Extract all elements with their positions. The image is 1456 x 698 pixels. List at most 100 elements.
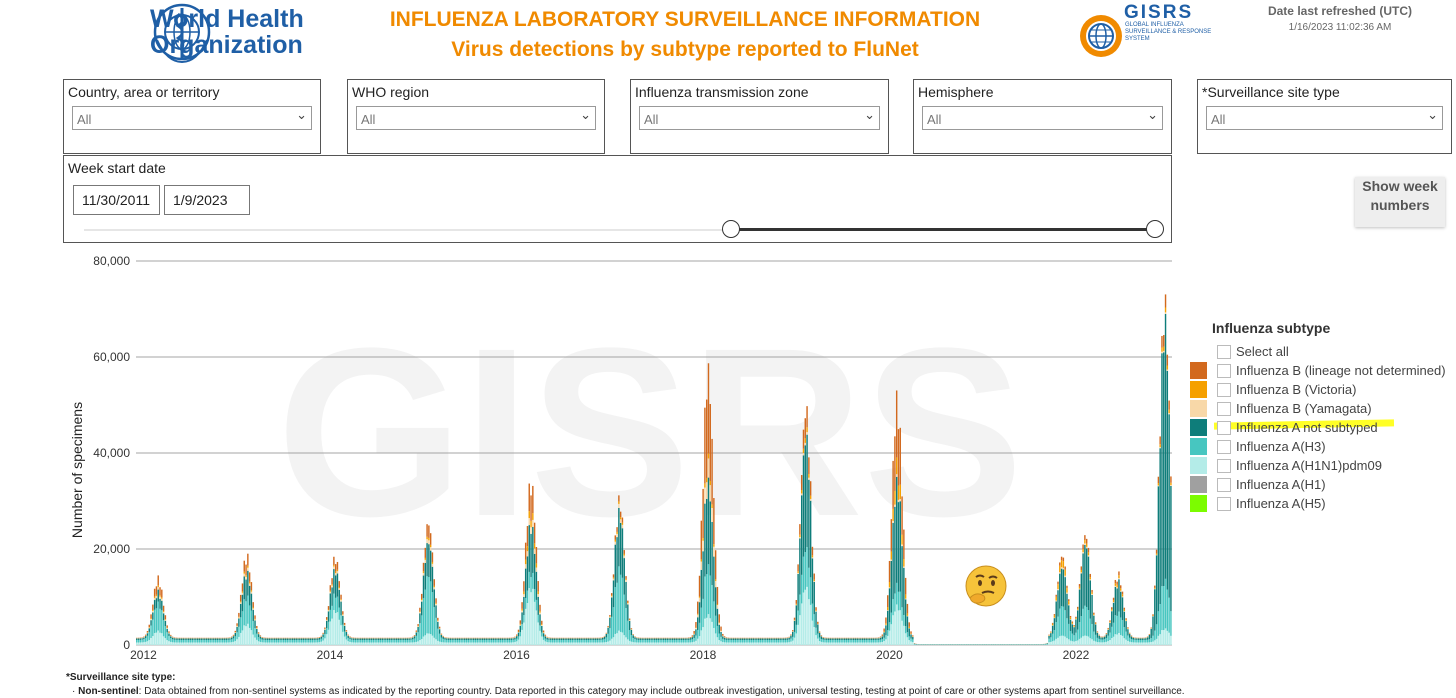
bar-segment	[1154, 640, 1156, 645]
footnote-text: · Non-sentinel: Data obtained from non-s…	[72, 686, 1185, 697]
bar-segment	[625, 581, 627, 609]
bar-segment	[557, 642, 559, 645]
bar-segment	[236, 626, 238, 627]
checkbox[interactable]	[1217, 421, 1231, 435]
bar-segment	[820, 641, 823, 645]
bar-segment	[239, 617, 242, 633]
transmission-zone-select[interactable]: All ⌄	[639, 106, 880, 130]
bar-segment	[204, 642, 206, 645]
bar-segment	[657, 639, 660, 643]
bar-segment	[524, 568, 527, 598]
bar-segment	[723, 639, 726, 643]
bar-segment	[478, 642, 480, 645]
bar-segment	[847, 642, 850, 645]
bar-segment	[888, 560, 891, 582]
bar-segment	[472, 638, 475, 640]
bar-segment	[528, 588, 530, 645]
bar-segment	[1091, 594, 1093, 625]
bar-segment	[580, 638, 582, 640]
bar-segment	[612, 574, 615, 578]
bar-segment	[388, 638, 391, 640]
bar-segment	[168, 641, 170, 645]
bar-segment	[621, 632, 624, 645]
bar-segment	[634, 637, 636, 640]
bar-segment	[912, 635, 914, 637]
bar-segment	[220, 639, 222, 643]
bar-segment	[238, 618, 240, 627]
bar-segment	[144, 634, 147, 636]
bar-segment	[1051, 622, 1054, 624]
checkbox[interactable]	[1217, 440, 1231, 454]
bar-segment	[1048, 638, 1050, 643]
bar-segment	[1050, 633, 1052, 638]
bar-segment	[609, 628, 611, 641]
bar-segment	[679, 642, 681, 645]
bar-segment	[236, 632, 238, 640]
bar-segment	[489, 639, 491, 643]
bar-segment	[334, 613, 337, 645]
show-week-numbers-button[interactable]: Show week numbers	[1355, 177, 1445, 227]
bar-segment	[716, 608, 719, 626]
bar-segment	[143, 637, 145, 640]
bar-segment	[239, 602, 242, 604]
bar-segment	[1170, 635, 1172, 645]
bar-segment	[420, 615, 423, 639]
bar-segment	[910, 641, 912, 645]
bar-segment	[806, 434, 808, 548]
bar-segment	[1143, 638, 1145, 640]
checkbox[interactable]	[1217, 497, 1231, 511]
checkbox[interactable]	[1217, 383, 1231, 397]
who-region-select[interactable]: All ⌄	[356, 106, 596, 130]
date-slider-range[interactable]	[730, 228, 1155, 231]
bar-segment	[1112, 622, 1115, 637]
slider-end-handle[interactable]	[1146, 220, 1164, 238]
bar-segment	[883, 637, 885, 642]
checkbox[interactable]	[1217, 402, 1231, 416]
country-select[interactable]: All ⌄	[72, 106, 312, 130]
slider-start-handle[interactable]	[722, 220, 740, 238]
bar-segment	[632, 634, 634, 635]
bar-segment	[806, 406, 808, 428]
bar-segment	[691, 639, 694, 643]
checkbox[interactable]	[1217, 345, 1231, 359]
bar-segment	[913, 643, 916, 645]
bar-segment	[652, 639, 654, 643]
org-name-line1: World Health	[150, 5, 304, 33]
bar-segment	[616, 582, 618, 634]
bar-segment	[1053, 618, 1056, 631]
bar-segment	[469, 639, 471, 643]
bar-segment	[555, 639, 557, 643]
bar-segment	[288, 642, 290, 645]
bar-segment	[1120, 617, 1122, 635]
bar-segment	[302, 639, 305, 643]
bar-segment	[474, 639, 477, 643]
checkbox[interactable]	[1217, 459, 1231, 473]
bar-segment	[252, 602, 254, 608]
legend-title: Influenza subtype	[1212, 320, 1331, 336]
legend-swatch	[1190, 495, 1207, 512]
bar-segment	[489, 642, 491, 645]
checkbox[interactable]	[1217, 364, 1231, 378]
bar-segment	[1154, 589, 1156, 631]
bar-segment	[365, 642, 367, 645]
start-date-input[interactable]: 11/30/2011	[73, 185, 160, 215]
checkbox[interactable]	[1217, 478, 1231, 492]
bar-segment	[806, 432, 808, 435]
bar-segment	[227, 639, 229, 643]
bar-segment	[311, 638, 314, 640]
bar-segment	[1050, 637, 1052, 642]
bar-segment	[885, 623, 887, 625]
bar-segment	[1107, 641, 1109, 645]
bar-segment	[1134, 642, 1136, 645]
bar-segment	[541, 632, 543, 637]
bar-segment	[1166, 589, 1169, 631]
bar-segment	[338, 588, 340, 590]
hemisphere-select[interactable]: All ⌄	[922, 106, 1163, 130]
bar-segment	[342, 624, 344, 632]
bar-segment	[437, 620, 439, 621]
bar-segment	[1066, 593, 1068, 619]
site-type-select[interactable]: All ⌄	[1206, 106, 1443, 130]
bar-segment	[1068, 605, 1070, 624]
date-slider-track[interactable]	[84, 229, 734, 231]
end-date-input[interactable]: 1/9/2023	[164, 185, 250, 215]
